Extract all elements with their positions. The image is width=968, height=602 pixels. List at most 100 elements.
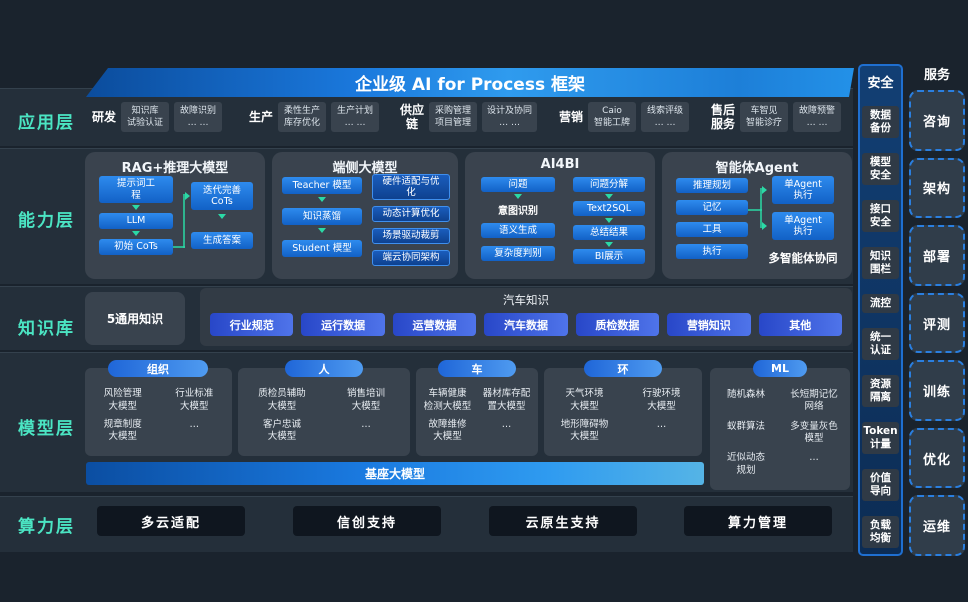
- auto-knowledge-panel: 汽车知识 行业规范 运行数据 运营数据 汽车数据 质检数据 营销知识 其他: [200, 288, 852, 346]
- model-item: 多变量灰色 模型: [790, 420, 838, 444]
- model-pill-ml: ML: [753, 360, 807, 377]
- connector-line: [748, 209, 762, 211]
- arrow-down-icon: [132, 205, 140, 210]
- services-column: 服务 咨询 架构 部署 评测 训练 优化 运维: [908, 64, 966, 557]
- panel-edge-model: 端侧大模型 Teacher 模型 知识蒸馏 Student 模型 硬件适配与优 …: [272, 152, 458, 279]
- app-group-supply-chain: 供应 链 采购管理 项目管理 设计及协同 … …: [400, 102, 538, 133]
- node-question: 问题: [481, 177, 555, 192]
- security-item: 知识 围栏: [862, 246, 899, 279]
- security-item: 统一 认证: [862, 327, 899, 360]
- app-group-rnd: 研发 知识库 试验认证 故障识别 … …: [92, 102, 223, 133]
- app-group-production: 生产 柔性生产 库存优化 生产计划 … …: [249, 102, 380, 133]
- security-item: 模型 安全: [862, 152, 899, 185]
- model-item: 销售培训 大模型: [346, 388, 385, 412]
- node-bi-display: BI展示: [573, 249, 645, 264]
- model-group-environment: 天气环境 大模型 行驶环境 大模型 地形障碍物 大模型 …: [544, 368, 702, 456]
- node-reasoning-planning: 推理规划: [676, 178, 748, 193]
- service-item: 优化: [909, 427, 965, 489]
- app-box: 设计及协同 … …: [482, 102, 538, 133]
- security-item: 价值 导向: [862, 468, 899, 501]
- app-group-after-sales: 售后 服务 车智见 智能诊疗 故障预警 … …: [711, 102, 842, 133]
- app-box: 生产计划 … …: [331, 102, 380, 133]
- model-item: …: [656, 419, 667, 431]
- panel-title: AI4BI: [540, 157, 580, 172]
- app-box: 知识库 试验认证: [121, 102, 170, 133]
- model-item: 故障维修 大模型: [428, 419, 467, 443]
- arrow-down-icon: [318, 228, 326, 233]
- arrow-right-icon: [762, 222, 767, 230]
- knowledge-pill: 运营数据: [392, 313, 477, 336]
- panel-rag-reasoning-model: RAG+推理大模型 提示词工 程 LLM 初始 CoTs 迭代完善 CoTs 生…: [85, 152, 265, 279]
- app-group-label: 售后 服务: [711, 102, 736, 132]
- framework-title: 企业级 AI for Process 框架: [355, 75, 585, 95]
- layer-label-model: 模型层: [18, 419, 75, 439]
- multi-agent-caption: 多智能体协同: [768, 251, 838, 265]
- security-item: 接口 安全: [862, 199, 899, 232]
- general-knowledge-box: 5通用知识: [85, 292, 185, 345]
- model-item: 风险管理 大模型: [103, 388, 142, 412]
- node-scene-tailoring: 场景驱动裁剪: [372, 228, 450, 244]
- model-item: …: [809, 452, 819, 464]
- services-title: 服务: [923, 68, 950, 83]
- node-teacher-model: Teacher 模型: [282, 177, 362, 194]
- node-text2sql: Text2SQL: [573, 201, 645, 216]
- security-item: 负载 均衡: [862, 515, 899, 548]
- model-item: 客户忠诚 大模型: [262, 419, 301, 443]
- security-item: 流控: [862, 293, 899, 313]
- panel-title: 端侧大模型: [332, 161, 398, 176]
- model-item: 器材库存配 置大模型: [482, 388, 531, 412]
- model-item: 蚁群算法: [726, 420, 765, 432]
- app-group-label: 营销: [559, 109, 584, 124]
- panel-agent: 智能体Agent 推理规划 记忆 工具 执行 单Agent 执行 单Agent …: [662, 152, 852, 279]
- model-pill-people: 人: [285, 360, 363, 377]
- arrow-down-icon: [605, 242, 613, 247]
- app-box: 线索评级 … …: [641, 102, 690, 133]
- node-llm: LLM: [99, 213, 173, 229]
- knowledge-pill: 质检数据: [575, 313, 660, 336]
- service-item: 评测: [909, 292, 965, 354]
- arrow-down-icon: [318, 197, 326, 202]
- layer-label-capability: 能力层: [18, 211, 75, 231]
- model-group-ml: 随机森林 长短期记忆 网络 蚁群算法 多变量灰色 模型 近似动态 规划 …: [710, 368, 850, 490]
- node-semantic-generation: 语义生成: [481, 223, 555, 238]
- connector-line: [760, 188, 762, 228]
- model-pill-organization: 组织: [108, 360, 208, 377]
- node-complexity-judge: 复杂度判别: [481, 246, 555, 261]
- knowledge-pill: 其他: [758, 313, 842, 336]
- security-column: 安全 数据 备份 模型 安全 接口 安全 知识 围栏 流控 统一 认证 资源 隔…: [858, 64, 903, 556]
- node-memory: 记忆: [676, 200, 748, 215]
- arrow-down-icon: [605, 194, 613, 199]
- node-knowledge-distillation: 知识蒸馏: [282, 208, 362, 225]
- node-summarize-result: 总结结果: [573, 225, 645, 240]
- app-box: Caio 智能工牌: [588, 102, 637, 133]
- foundation-model-banner: 基座大模型: [86, 462, 704, 485]
- compute-box-management: 算力管理: [684, 506, 832, 536]
- node-generate-answer: 生成答案: [191, 232, 253, 249]
- model-item: 天气环境 大模型: [565, 388, 604, 412]
- node-initial-cots: 初始 CoTs: [99, 239, 173, 255]
- app-group-marketing: 营销 Caio 智能工牌 线索评级 … …: [559, 102, 690, 133]
- node-student-model: Student 模型: [282, 240, 362, 257]
- arrow-down-icon: [514, 194, 522, 199]
- arrow-right-icon: [185, 192, 190, 200]
- security-title: 安全: [867, 76, 894, 91]
- service-item: 架构: [909, 157, 965, 219]
- node-hardware-adaptation: 硬件适配与优 化: [372, 174, 450, 200]
- model-item: 随机森林: [726, 388, 765, 400]
- node-single-agent-exec-2: 单Agent 执行: [772, 212, 834, 240]
- app-box: 故障识别 … …: [174, 102, 223, 133]
- node-edge-cloud-arch: 端云协同架构: [372, 250, 450, 266]
- node-tools: 工具: [676, 222, 748, 237]
- service-item: 部署: [909, 225, 965, 286]
- service-item: 咨询: [909, 90, 965, 151]
- app-box: 柔性生产 库存优化: [278, 102, 327, 133]
- security-item: 数据 备份: [862, 105, 899, 138]
- arrow-down-icon: [132, 231, 140, 236]
- app-box: 采购管理 项目管理: [429, 102, 478, 133]
- layer-label-app: 应用层: [18, 113, 75, 133]
- service-item: 训练: [909, 360, 965, 421]
- arrow-down-icon: [218, 214, 226, 219]
- compute-box-cloudnative: 云原生支持: [489, 506, 637, 536]
- connector-line: [173, 246, 185, 248]
- node-single-agent-exec-1: 单Agent 执行: [772, 176, 834, 204]
